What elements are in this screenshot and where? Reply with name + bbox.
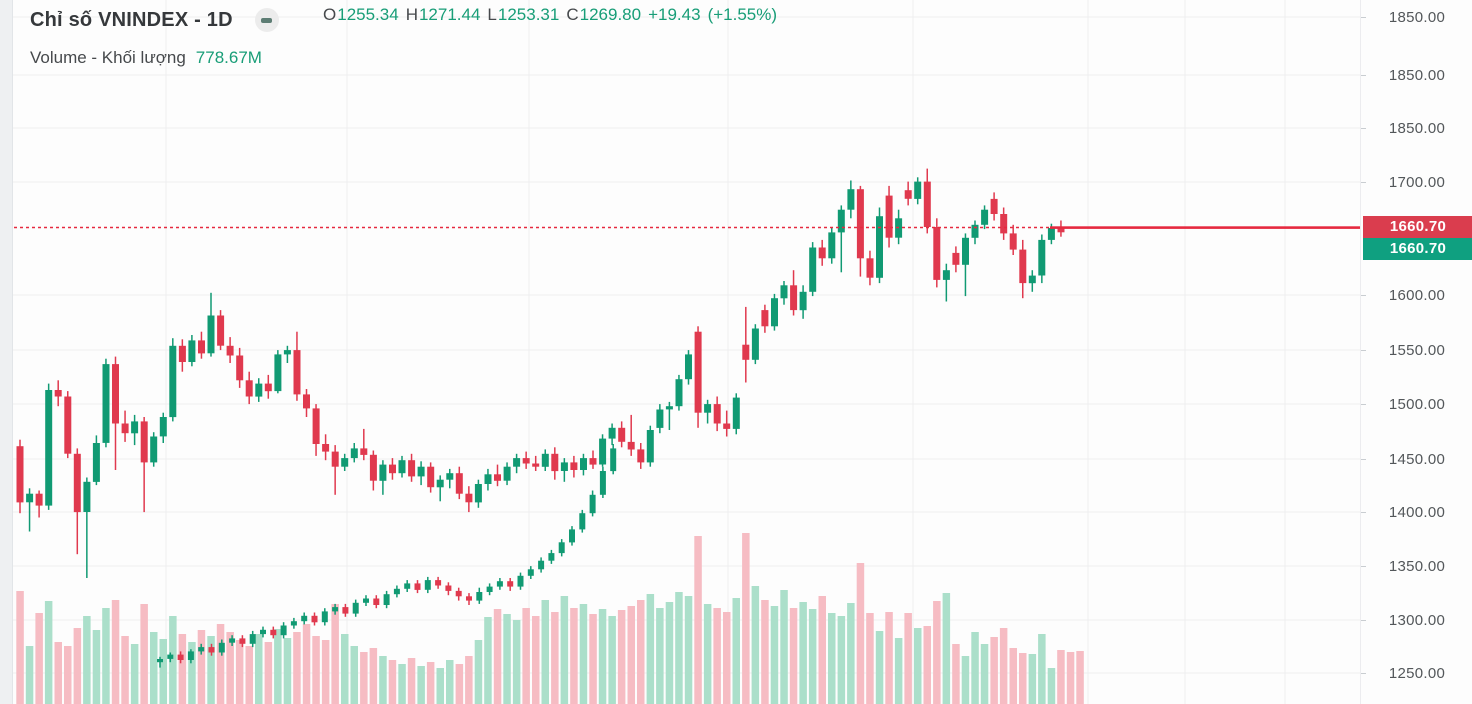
- change-percent: (+1.55%): [707, 5, 778, 24]
- high-readout: H 1271.44: [405, 5, 481, 24]
- minus-icon: [261, 17, 273, 23]
- low-readout: L 1253.31: [487, 5, 560, 24]
- axis-tick: [1361, 404, 1366, 405]
- axis-tick: [1361, 182, 1366, 183]
- axis-tick: [1361, 128, 1366, 129]
- axis-tick: [1361, 620, 1366, 621]
- price-axis-label: 1850.00: [1388, 67, 1446, 84]
- chart-legend: Chỉ số VNINDEX - 1D Volume - Khối lượng …: [30, 6, 279, 68]
- volume-value: 778.67M: [195, 48, 262, 67]
- open-readout: O 1255.34: [323, 5, 399, 24]
- symbol-title: Chỉ số VNINDEX - 1D: [30, 8, 233, 31]
- close-readout: C 1269.80: [566, 5, 642, 24]
- axis-tick: [1361, 673, 1366, 674]
- legend-collapse-button[interactable]: [254, 8, 279, 32]
- axis-tick: [1361, 512, 1366, 513]
- change-value: +19.43: [648, 5, 701, 24]
- last-price-badge: 1660.70: [1363, 216, 1472, 238]
- axis-tick: [1361, 295, 1366, 296]
- price-axis-label: 1350.00: [1388, 558, 1446, 575]
- volume-legend: Volume - Khối lượng 778.67M: [30, 48, 279, 68]
- axis-tick: [1361, 566, 1366, 567]
- price-axis-label: 1450.00: [1388, 451, 1446, 468]
- price-axis-label: 1400.00: [1388, 504, 1446, 521]
- price-axis-label: 1850.00: [1388, 9, 1446, 26]
- price-axis-label: 1850.00: [1388, 120, 1446, 137]
- volume-label: Volume - Khối lượng: [30, 48, 186, 67]
- price-axis-label: 1600.00: [1388, 287, 1446, 304]
- price-axis-label: 1250.00: [1388, 665, 1446, 682]
- axis-tick: [1361, 459, 1366, 460]
- price-axis-label: 1550.00: [1388, 342, 1446, 359]
- left-gutter: [0, 0, 13, 704]
- ohlc-readout: O 1255.34 H 1271.44 L 1253.31 C 1269.80 +19.…: [323, 5, 777, 25]
- axis-tick: [1361, 17, 1366, 18]
- price-axis[interactable]: 1660.70 1660.70 1850.00 1850.00 1850.00 170…: [1360, 0, 1472, 704]
- axis-tick: [1361, 75, 1366, 76]
- close-countdown-badge: 1660.70: [1363, 238, 1472, 260]
- price-axis-label: 1700.00: [1388, 174, 1446, 191]
- price-axis-label: 1300.00: [1388, 612, 1446, 629]
- price-axis-label: 1500.00: [1388, 396, 1446, 413]
- axis-tick: [1361, 350, 1366, 351]
